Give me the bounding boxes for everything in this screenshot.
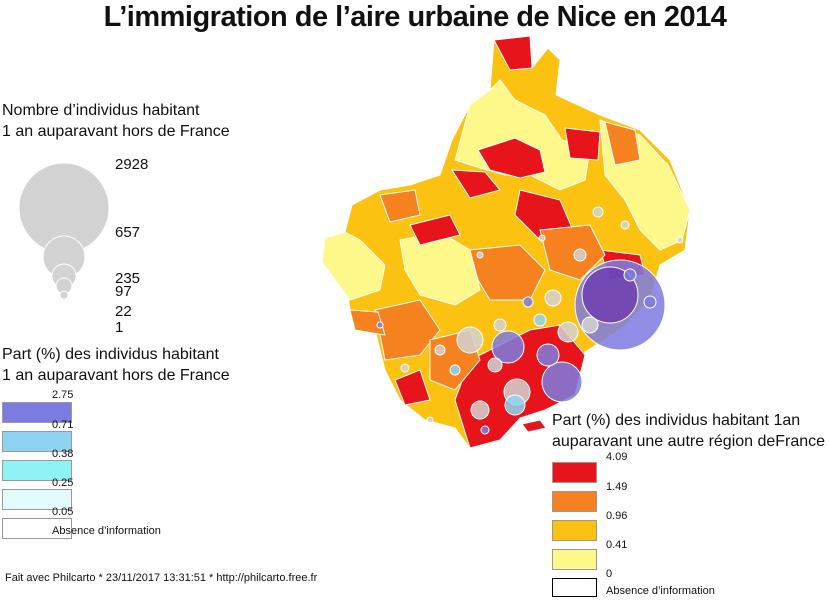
commune-orange-5	[604, 121, 641, 166]
circle-c16	[400, 363, 410, 373]
region-break-1: 1.49	[606, 481, 628, 493]
circle-c14	[434, 344, 446, 356]
commune-red-sw	[394, 369, 431, 406]
circle-c1	[456, 326, 484, 354]
foreign-break-1: 0.71	[52, 419, 74, 431]
region-break-2: 0.96	[606, 510, 628, 522]
foreign-break-2: 0.38	[52, 448, 74, 460]
commune-red-west	[409, 214, 461, 246]
region-break-3: 0.41	[606, 539, 628, 551]
size-value-97: 97	[115, 283, 132, 300]
size-legend-circles	[18, 162, 110, 302]
foreign-legend-title-line2: 1 an auparavant hors de France	[2, 367, 230, 384]
region-break-4: 0	[606, 568, 613, 580]
region-swatch-absence	[552, 578, 597, 597]
circle-c6	[544, 289, 562, 307]
foreign-swatch-1	[2, 402, 72, 423]
region-swatch-2	[552, 491, 597, 512]
circle-c8	[487, 357, 503, 373]
circle-c19	[620, 220, 630, 230]
size-circle-22	[59, 290, 69, 300]
circle-c18	[592, 206, 604, 218]
foreign-swatch-2	[2, 431, 72, 452]
commune-red-north	[493, 35, 533, 71]
credit-line: Fait avec Philcarto * 23/11/2017 13:31:5…	[5, 572, 318, 584]
commune-red-nc1	[477, 137, 546, 179]
commune-group-west	[321, 231, 386, 301]
size-value-235: 235	[115, 270, 141, 287]
commune-red-nc2	[451, 169, 501, 199]
commune-orange-4	[539, 224, 606, 281]
map-circles	[376, 206, 684, 435]
circle-c11	[573, 248, 587, 262]
circle-antibes	[536, 343, 560, 367]
circle-c9	[533, 313, 547, 327]
region-swatch-4	[552, 549, 597, 570]
circle-cannes	[541, 361, 583, 403]
circle-grasse	[491, 330, 525, 364]
region-swatch-3	[552, 520, 597, 541]
circle-c17	[522, 296, 534, 308]
region-legend-title-line2: auparavant une autre région deFrance	[552, 433, 826, 450]
circle-c23	[676, 236, 684, 244]
circle-c3	[504, 394, 526, 416]
size-legend-title-line1: Nombre d’individus habitant	[2, 102, 200, 119]
commune-orange-6	[379, 189, 421, 223]
circle-nice-core	[581, 266, 639, 324]
size-legend-title: Nombre d’individus habitant 1 an auparav…	[2, 100, 230, 142]
size-circle-1	[62, 298, 66, 302]
foreign-legend-title: Part (%) des individus habitant 1 an aup…	[2, 344, 230, 386]
circle-c13	[643, 295, 657, 309]
circle-c4	[470, 400, 490, 420]
size-value-657: 657	[115, 224, 141, 241]
foreign-absence-label: Absence d’information	[52, 525, 161, 537]
foreign-swatch-4	[2, 489, 72, 510]
region-break-0: 4.09	[606, 451, 628, 463]
circle-c10	[493, 318, 507, 332]
island	[521, 419, 547, 433]
commune-orange-7	[349, 309, 386, 336]
size-value-2928: 2928	[115, 156, 149, 173]
circle-c24	[376, 321, 384, 329]
size-legend-title-line2: 1 an auparavant hors de France	[2, 123, 230, 140]
foreign-break-3: 0.25	[52, 477, 74, 489]
circle-c25	[538, 234, 546, 242]
circle-c21	[476, 251, 484, 259]
region-absence-label: Absence d’information	[606, 585, 715, 597]
region-swatch-1	[552, 462, 597, 483]
map-title: L’immigration de l’aire urbaine de Nice …	[103, 1, 727, 33]
region-legend-title: Part (%) des individus habitant 1an aupa…	[552, 410, 825, 452]
circle-c5	[557, 321, 579, 343]
size-value-1: 1	[115, 319, 124, 336]
circle-c12	[623, 268, 637, 282]
foreign-swatch-absence	[2, 518, 72, 539]
commune-red-ne	[564, 127, 601, 161]
foreign-legend-title-line1: Part (%) des individus habitant	[2, 346, 219, 363]
region-legend-title-line1: Part (%) des individus habitant 1an	[552, 412, 801, 429]
circle-c7	[581, 316, 599, 334]
foreign-break-4: 0.05	[52, 506, 74, 518]
foreign-swatch-3	[2, 460, 72, 481]
circle-c22	[426, 416, 434, 424]
size-value-22: 22	[115, 303, 132, 320]
circle-c15	[449, 364, 461, 376]
circle-c20	[480, 425, 490, 435]
foreign-break-0: 2.75	[52, 389, 74, 401]
